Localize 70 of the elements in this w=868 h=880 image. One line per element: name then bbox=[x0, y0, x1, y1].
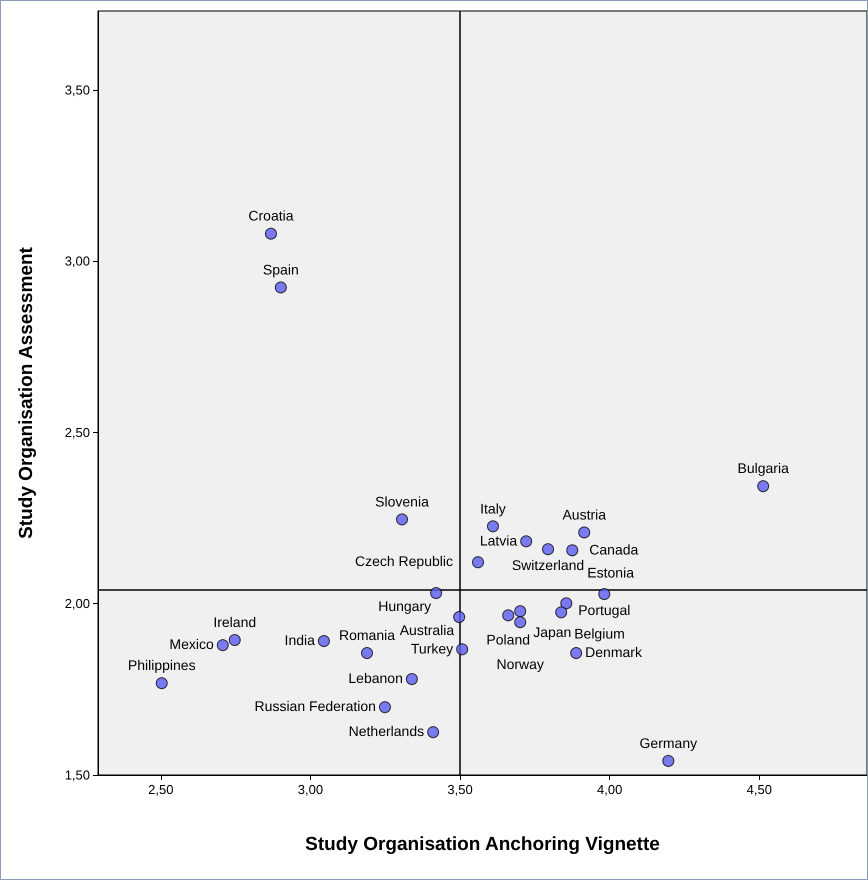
y-axis-title: Study Organisation Assessment bbox=[16, 246, 37, 539]
y-tick-label: 3,00 bbox=[64, 254, 90, 269]
annotation: Ireland bbox=[213, 614, 256, 630]
point bbox=[156, 677, 168, 690]
annotation: Switzerland bbox=[512, 557, 584, 574]
point bbox=[318, 635, 330, 648]
annotation: Slovenia bbox=[375, 493, 430, 510]
point bbox=[662, 754, 674, 767]
annotation: Romania bbox=[338, 627, 396, 644]
point bbox=[566, 544, 578, 556]
annotation: Latvia bbox=[480, 532, 518, 548]
annotation: Japan bbox=[533, 624, 572, 640]
point bbox=[274, 281, 287, 294]
annotation: Lebanon bbox=[348, 670, 403, 686]
point bbox=[560, 597, 572, 610]
point bbox=[520, 535, 532, 548]
x-tick-label: 3,50 bbox=[447, 782, 473, 797]
point bbox=[361, 647, 373, 660]
x-tick-label: 3,00 bbox=[298, 782, 324, 797]
annotation: Czech Republic bbox=[354, 553, 454, 570]
x-tick-label: 4,00 bbox=[597, 782, 622, 797]
annotation: Canada bbox=[589, 541, 639, 558]
annotation: Spain bbox=[262, 261, 299, 278]
y-tick-label: 2,00 bbox=[64, 596, 90, 612]
point bbox=[542, 543, 554, 556]
point bbox=[598, 588, 610, 600]
point bbox=[264, 228, 277, 240]
point bbox=[472, 556, 484, 568]
annotation: Bulgaria bbox=[737, 460, 790, 476]
point bbox=[396, 513, 408, 526]
annotation: Italy bbox=[480, 500, 506, 516]
annotation: Denmark bbox=[585, 644, 643, 660]
annotation: Austria bbox=[562, 506, 606, 522]
annotation: Philippines bbox=[128, 657, 196, 674]
y-tick-label: 3,50 bbox=[64, 82, 90, 98]
point bbox=[555, 606, 568, 618]
annotation: India bbox=[284, 632, 316, 648]
annotation: Estonia bbox=[587, 564, 634, 580]
x-axis-title: Study Organisation Anchoring Vignette bbox=[305, 834, 660, 855]
point bbox=[578, 526, 590, 538]
x-tick-label: 2,50 bbox=[148, 782, 174, 797]
point bbox=[757, 480, 770, 492]
annotation: Belgium bbox=[574, 625, 625, 642]
point bbox=[456, 643, 468, 656]
annotation: Mexico bbox=[169, 636, 214, 652]
annotation: Croatia bbox=[248, 208, 294, 224]
annotation: Norway bbox=[496, 656, 544, 672]
annotation: Germany bbox=[640, 734, 698, 751]
point bbox=[486, 520, 499, 532]
annotation: Portugal bbox=[578, 602, 630, 618]
point bbox=[514, 605, 526, 618]
point bbox=[216, 639, 229, 652]
y-tick-label: 1,50 bbox=[64, 768, 90, 782]
point bbox=[228, 634, 241, 646]
point bbox=[427, 726, 440, 738]
point bbox=[514, 616, 526, 628]
point bbox=[378, 701, 391, 714]
annotation: Hungary bbox=[378, 598, 432, 614]
annotation: Turkey bbox=[410, 640, 454, 656]
point bbox=[430, 587, 442, 600]
point bbox=[570, 647, 582, 660]
point bbox=[502, 609, 514, 622]
annotation: Netherlands bbox=[348, 723, 424, 740]
annotation: Russian Federation bbox=[254, 698, 376, 714]
point bbox=[406, 673, 418, 686]
y-tick-label: 2,50 bbox=[64, 424, 90, 440]
annotation: Poland bbox=[486, 631, 530, 648]
point bbox=[453, 611, 466, 624]
x-tick-label: 4,50 bbox=[746, 782, 772, 797]
annotation: Australia bbox=[400, 622, 454, 638]
